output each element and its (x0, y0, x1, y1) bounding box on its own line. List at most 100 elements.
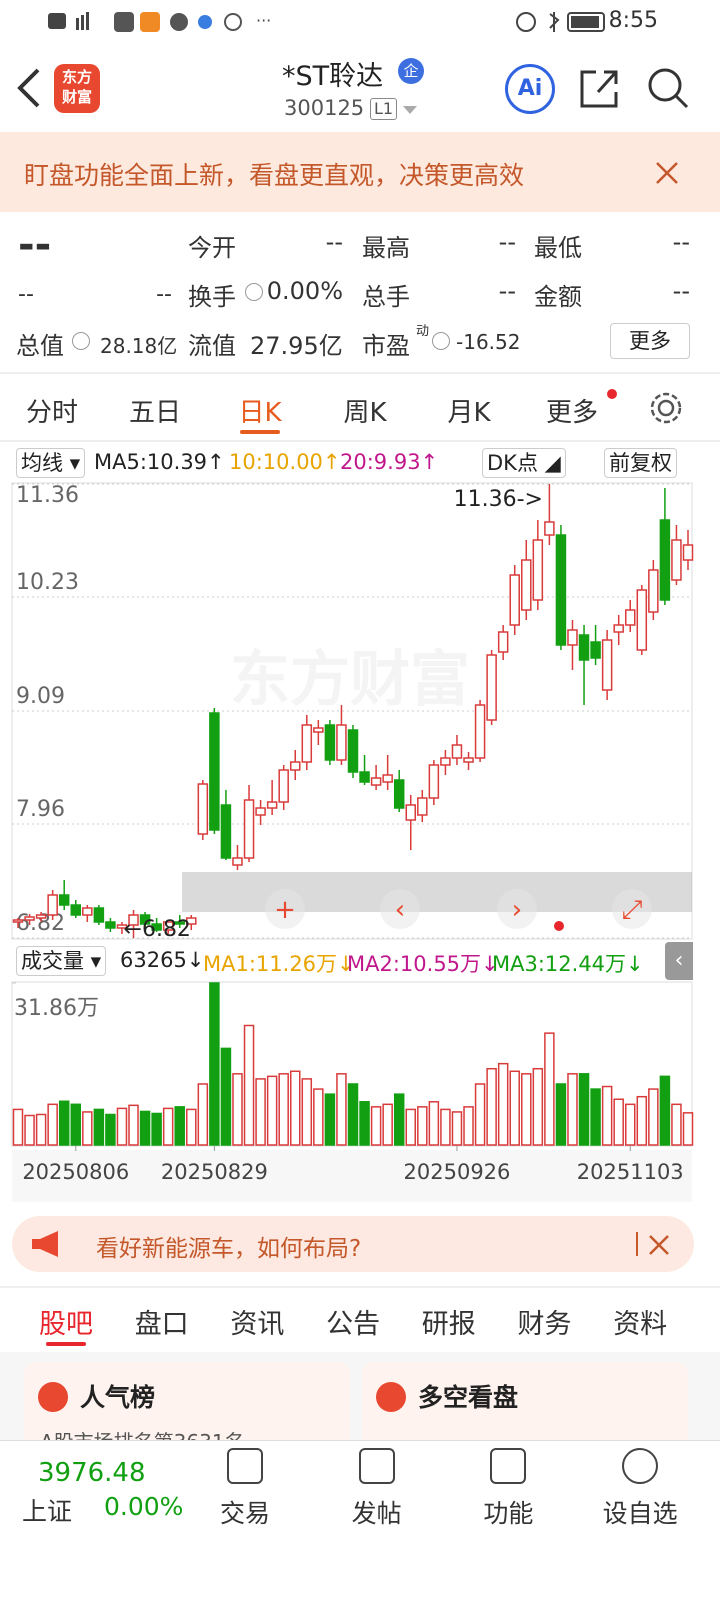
sub-tab[interactable]: 资料 (613, 1309, 668, 1340)
candle-body (509, 574, 520, 626)
volume-frame (11, 981, 693, 1147)
volume-bar (47, 1103, 58, 1146)
change-pct: -- (156, 282, 172, 307)
volume-bar (555, 1083, 567, 1146)
candle-body (162, 921, 174, 931)
stock-title: *ST聆达 (282, 61, 384, 92)
y-tick-label: 11.36 (16, 483, 79, 508)
nav-label[interactable]: 设自选 (602, 1499, 678, 1528)
vol-ma3: MA3:12.44万↓ (492, 952, 644, 976)
dk-button[interactable]: DK点 ◢ (482, 448, 566, 478)
vol-ma1: MA1:11.26万↓ (203, 952, 355, 976)
nav-label[interactable]: 发帖 (351, 1499, 402, 1528)
period-tab[interactable]: 周K (343, 398, 387, 428)
volume-bar (24, 1114, 35, 1146)
candle-body (636, 589, 648, 651)
settings-button[interactable] (648, 390, 684, 426)
volume-selector[interactable]: 成交量 ▾ (16, 946, 107, 976)
candle-body (289, 761, 301, 771)
candle-body (567, 629, 578, 646)
card-icon (376, 1382, 406, 1412)
control-button[interactable] (612, 889, 652, 929)
collapse-button[interactable]: ‹ (665, 942, 693, 980)
volume-now: 63265↓ (120, 948, 205, 972)
candle-body (601, 639, 613, 691)
nav-icon[interactable] (622, 1448, 659, 1484)
control-icon: › (512, 895, 522, 925)
period-tab[interactable]: 分时 (25, 398, 79, 428)
ma-selector-text: 均线 (21, 451, 63, 475)
level-badge: L1 (370, 98, 398, 120)
candle-body (174, 921, 185, 925)
volume-bar (578, 1073, 590, 1146)
volume-bar (590, 1088, 601, 1146)
period-tab[interactable]: 五日 (128, 398, 182, 428)
nav-label[interactable]: 交易 (219, 1499, 271, 1528)
card-title: 人气榜 (80, 1383, 156, 1412)
search-button[interactable] (646, 66, 690, 110)
volume-bar (255, 1078, 266, 1146)
float-cap-label: 流值 (188, 332, 236, 360)
candle-body (324, 724, 336, 761)
price: -- (18, 222, 52, 268)
period-tab[interactable]: 更多 (545, 398, 599, 428)
nav-label[interactable]: 功能 (483, 1499, 534, 1528)
candle-body (624, 609, 636, 626)
sub-tab[interactable]: 资讯 (230, 1309, 285, 1340)
nav-icon[interactable] (490, 1448, 527, 1484)
candle-body (47, 894, 58, 916)
volume-bar (324, 1093, 336, 1146)
stock-code: 300125 (284, 96, 365, 120)
info-icon[interactable] (245, 283, 263, 301)
control-button[interactable] (265, 889, 305, 929)
ai-button[interactable]: Ai (505, 64, 555, 114)
info-icon[interactable] (432, 332, 450, 350)
banner-close[interactable] (654, 160, 680, 186)
candle-body (463, 757, 474, 763)
share-button[interactable] (578, 66, 622, 110)
volume-bar (405, 1108, 417, 1146)
field-label: 总手 (362, 283, 410, 311)
volume-bar (232, 1073, 243, 1146)
volume-bar (428, 1101, 440, 1146)
period-tab[interactable]: 月K (447, 398, 491, 428)
candle-body (186, 917, 197, 925)
period-tab[interactable]: 日K (238, 398, 282, 428)
sub-tab[interactable]: 盘口 (134, 1309, 189, 1340)
volume-bar (301, 1078, 313, 1146)
back-button[interactable] (14, 66, 44, 110)
field-value: 0.00% (266, 277, 343, 305)
logo-line: 财富 (61, 88, 92, 106)
candle-body (58, 894, 70, 906)
app-logo[interactable]: 东方 财富 (54, 64, 100, 113)
card[interactable]: 人气榜 A股市场排名第3631名 (24, 1362, 350, 1452)
sub-tab[interactable]: 公告 (326, 1309, 381, 1340)
card[interactable]: 多空看盘 (362, 1362, 688, 1452)
sub-tab[interactable]: 研报 (421, 1309, 476, 1340)
volume-bar (463, 1106, 474, 1146)
divider (0, 1286, 720, 1288)
candle-body (255, 807, 266, 816)
control-button[interactable] (380, 889, 420, 929)
candle-body (197, 783, 209, 835)
adjust-button[interactable]: 前复权 (604, 448, 677, 478)
nav-icon[interactable] (358, 1448, 395, 1484)
candle-body (671, 539, 682, 581)
volume-bar (82, 1111, 93, 1146)
volume-bar (209, 982, 220, 1146)
volume-bar (58, 1100, 70, 1146)
ad-bar[interactable] (12, 1216, 694, 1272)
volume-bar (521, 1073, 532, 1146)
more-button[interactable]: 更多 (610, 323, 690, 359)
control-button[interactable] (497, 889, 537, 929)
info-icon[interactable] (72, 332, 90, 350)
y-tick-label: 7.96 (16, 797, 65, 822)
sub-tab[interactable]: 财务 (517, 1309, 572, 1340)
ma-selector[interactable]: 均线 ▾ (16, 448, 86, 478)
ad-close[interactable] (648, 1234, 670, 1256)
sub-tab[interactable]: 股吧 (39, 1309, 93, 1340)
vol-ma2: MA2:10.55万↓ (347, 952, 499, 976)
dropdown-arrow (403, 106, 417, 114)
candle-body (232, 857, 243, 866)
nav-icon[interactable] (227, 1448, 263, 1484)
